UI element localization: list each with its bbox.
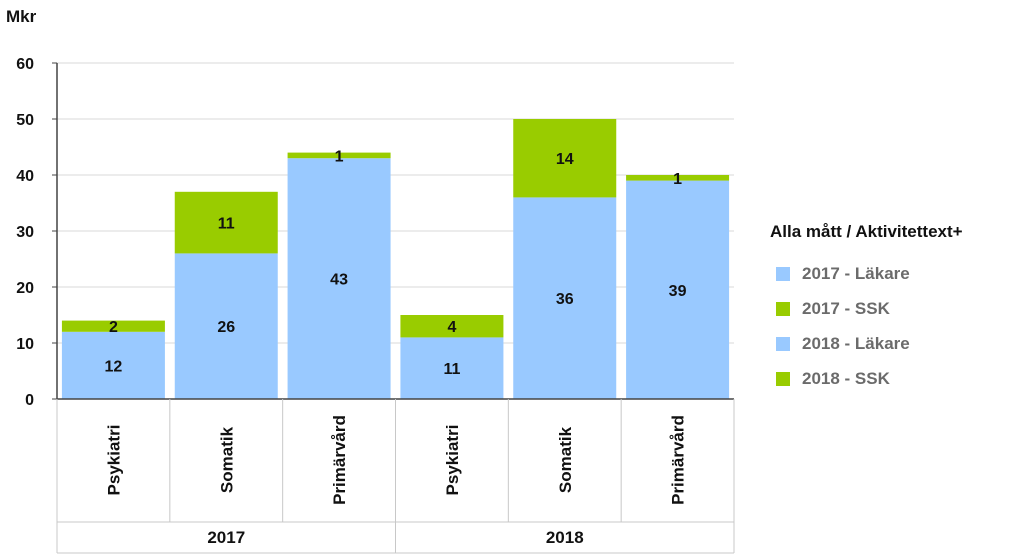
y-tick-label: 20 bbox=[16, 280, 34, 297]
bar-segment bbox=[626, 180, 730, 399]
data-label: 14 bbox=[556, 151, 574, 168]
data-label: 11 bbox=[218, 216, 235, 233]
gridlines bbox=[57, 62, 734, 344]
y-tick-label: 0 bbox=[25, 392, 34, 409]
legend-label: 2018 - Läkare bbox=[802, 333, 910, 353]
legend-item: 2018 - Läkare bbox=[770, 326, 963, 361]
data-label: 12 bbox=[105, 358, 123, 375]
bar-segment bbox=[626, 175, 730, 181]
y-tick-label: 30 bbox=[16, 224, 34, 241]
y-tick-label: 50 bbox=[16, 112, 34, 129]
bar-segment bbox=[287, 158, 391, 399]
legend-label: 2018 - SSK bbox=[802, 368, 890, 388]
x-axis-category-labels: Psykiatri Somatik Primärvård Psykiatri Somat… bbox=[56, 399, 735, 523]
legend-label: 2017 - Läkare bbox=[802, 263, 910, 283]
legend-item: 2017 - Läkare bbox=[770, 256, 963, 291]
y-tick-label: 60 bbox=[16, 56, 34, 73]
bar-segment bbox=[174, 191, 278, 254]
bar-segment bbox=[287, 152, 391, 159]
x-category-label: Somatik bbox=[217, 426, 236, 493]
data-label: 36 bbox=[556, 291, 574, 308]
data-label: 1 bbox=[335, 148, 344, 165]
legend-item: 2018 - SSK bbox=[770, 361, 963, 396]
y-tick-label: 40 bbox=[16, 168, 34, 185]
x-category-label: Somatik bbox=[556, 426, 575, 493]
bar-segment bbox=[61, 331, 165, 399]
data-label: 11 bbox=[443, 361, 460, 378]
data-label: 26 bbox=[217, 319, 235, 336]
legend-label: 2017 - SSK bbox=[802, 298, 890, 318]
x-category-label: Psykiatri bbox=[104, 425, 123, 496]
bar-segment bbox=[513, 119, 617, 198]
legend-swatch bbox=[776, 266, 790, 281]
legend-swatch bbox=[776, 301, 790, 316]
bar-segment bbox=[400, 337, 504, 399]
data-label: 43 bbox=[330, 272, 348, 289]
bar-segment bbox=[61, 320, 165, 332]
legend-swatch bbox=[776, 371, 790, 386]
data-label: 1 bbox=[673, 171, 682, 188]
data-label: 39 bbox=[669, 283, 687, 300]
x-group-label: 2017 bbox=[207, 528, 245, 547]
x-category-label: Primärvård bbox=[330, 415, 349, 505]
x-category-label: Psykiatri bbox=[443, 425, 462, 496]
legend-title: Alla mått / Aktivitettext+ bbox=[770, 222, 963, 241]
data-label: 4 bbox=[447, 319, 456, 336]
y-tick-label: 10 bbox=[16, 336, 34, 353]
bar-segment bbox=[174, 253, 278, 399]
legend: Alla mått / Aktivitettext+ 2017 - Läkare… bbox=[770, 222, 963, 396]
x-group-label: 2018 bbox=[546, 528, 584, 547]
legend-swatch bbox=[776, 336, 790, 351]
legend-item: 2017 - SSK bbox=[770, 291, 963, 326]
bar-segment bbox=[400, 315, 504, 338]
y-axis-unit-label: Mkr bbox=[6, 7, 37, 26]
x-category-label: Primärvård bbox=[669, 415, 688, 505]
bar-segment bbox=[513, 197, 617, 399]
x-axis-group-labels: 2017 2018 bbox=[56, 522, 735, 554]
data-label: 2 bbox=[109, 319, 118, 336]
y-axis-ticks: 0 10 20 30 40 50 60 bbox=[16, 56, 57, 409]
